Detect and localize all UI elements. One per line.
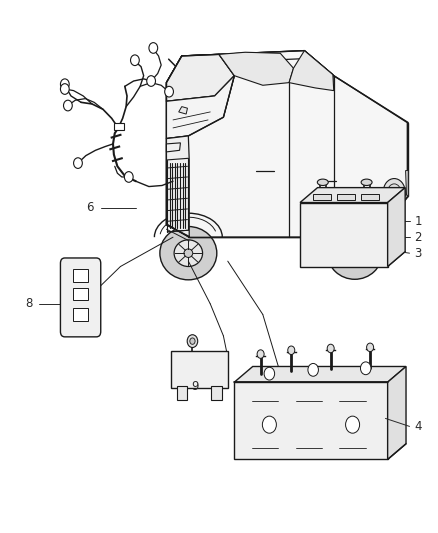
Text: 4: 4 bbox=[414, 420, 422, 433]
Polygon shape bbox=[234, 382, 388, 459]
Circle shape bbox=[262, 416, 276, 433]
Circle shape bbox=[60, 79, 69, 90]
Circle shape bbox=[360, 362, 371, 375]
Polygon shape bbox=[166, 51, 333, 88]
Bar bbox=[177, 386, 187, 400]
Circle shape bbox=[124, 172, 133, 182]
Ellipse shape bbox=[317, 179, 328, 185]
Circle shape bbox=[60, 84, 69, 94]
Circle shape bbox=[190, 338, 195, 344]
Text: 6: 6 bbox=[86, 201, 94, 214]
Circle shape bbox=[327, 344, 334, 353]
Polygon shape bbox=[406, 171, 408, 197]
Bar bbox=[73, 269, 88, 282]
Polygon shape bbox=[289, 51, 334, 91]
Circle shape bbox=[346, 416, 360, 433]
Circle shape bbox=[383, 179, 405, 205]
Bar bbox=[211, 386, 222, 400]
Circle shape bbox=[149, 43, 158, 53]
Polygon shape bbox=[219, 52, 293, 85]
Circle shape bbox=[147, 76, 155, 86]
Circle shape bbox=[288, 346, 295, 354]
Polygon shape bbox=[388, 188, 405, 266]
Circle shape bbox=[367, 343, 374, 352]
Ellipse shape bbox=[174, 240, 203, 266]
Polygon shape bbox=[300, 188, 405, 203]
Bar bbox=[73, 308, 88, 321]
Bar bbox=[313, 194, 331, 200]
Text: 9: 9 bbox=[191, 380, 199, 393]
Circle shape bbox=[187, 335, 198, 348]
Ellipse shape bbox=[184, 249, 193, 257]
Polygon shape bbox=[166, 76, 234, 139]
FancyBboxPatch shape bbox=[60, 258, 101, 337]
Circle shape bbox=[213, 390, 219, 397]
Circle shape bbox=[179, 390, 185, 397]
Ellipse shape bbox=[361, 179, 372, 185]
Ellipse shape bbox=[327, 227, 382, 279]
Circle shape bbox=[264, 367, 275, 380]
Polygon shape bbox=[171, 351, 228, 388]
Ellipse shape bbox=[341, 240, 369, 266]
Circle shape bbox=[64, 100, 72, 111]
Polygon shape bbox=[166, 54, 234, 101]
Bar bbox=[73, 288, 88, 301]
Polygon shape bbox=[166, 136, 189, 237]
Text: 1: 1 bbox=[414, 215, 422, 228]
Bar bbox=[337, 194, 355, 200]
Circle shape bbox=[131, 55, 139, 66]
Polygon shape bbox=[166, 143, 180, 152]
Bar bbox=[114, 123, 124, 130]
Polygon shape bbox=[166, 51, 407, 237]
Text: 8: 8 bbox=[25, 297, 32, 310]
Circle shape bbox=[165, 86, 173, 97]
Polygon shape bbox=[300, 203, 388, 266]
Ellipse shape bbox=[160, 227, 217, 280]
Polygon shape bbox=[388, 367, 406, 459]
Circle shape bbox=[257, 350, 264, 358]
Circle shape bbox=[74, 158, 82, 168]
Text: 3: 3 bbox=[415, 247, 422, 260]
Polygon shape bbox=[234, 367, 406, 382]
Polygon shape bbox=[179, 107, 187, 114]
Ellipse shape bbox=[351, 249, 359, 257]
Bar bbox=[361, 194, 379, 200]
Text: 2: 2 bbox=[414, 231, 422, 244]
Circle shape bbox=[308, 364, 318, 376]
